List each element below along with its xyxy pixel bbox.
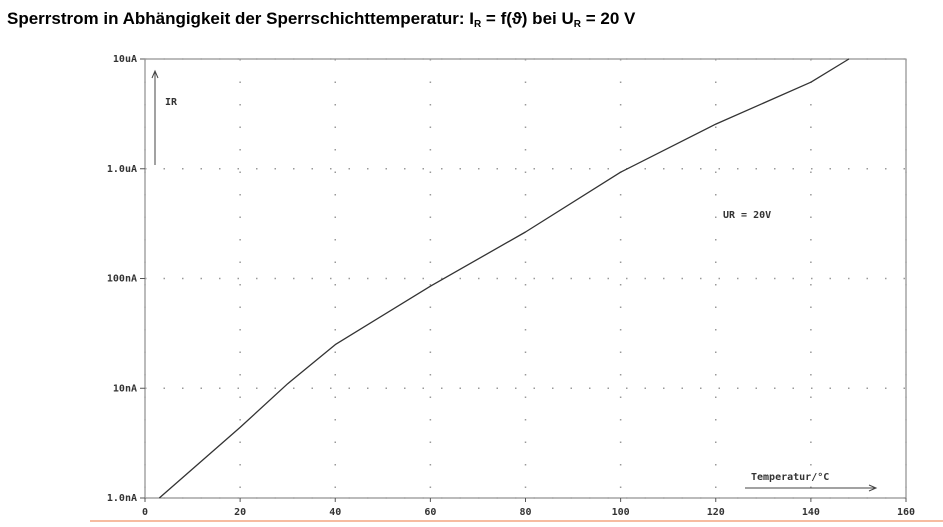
x-tick-label: 140 (802, 507, 820, 518)
x-axis-arrowhead (868, 484, 878, 492)
x-tick-label: 0 (142, 507, 148, 518)
y-axis-arrowhead (151, 69, 159, 79)
annotation: UR = 20V (723, 210, 771, 221)
x-tick-label: 40 (329, 507, 341, 518)
title-part: = f(ϑ) bei U (481, 9, 574, 28)
series-line (158, 58, 850, 499)
y-tick-label: 10uA (113, 54, 137, 65)
x-tick-label: 100 (612, 507, 630, 518)
x-tick-label: 120 (707, 507, 725, 518)
plot-frame (144, 58, 907, 499)
x-tick-label: 60 (424, 507, 436, 518)
y-tick-label: 100nA (107, 274, 137, 285)
y-tick-label: 1.0uA (107, 164, 137, 175)
title-part: Sperrstrom in Abhängigkeit der Sperrschi… (7, 9, 474, 28)
x-tick-label: 20 (234, 507, 246, 518)
y-axis-label: IR (165, 97, 178, 108)
y-tick-label: 1.0nA (107, 493, 137, 504)
title-part: R (474, 19, 482, 30)
title-part: R (574, 19, 582, 30)
chart-title: Sperrstrom in Abhängigkeit der Sperrschi… (7, 9, 636, 30)
x-tick-label: 160 (897, 507, 915, 518)
x-tick-label: 80 (519, 507, 531, 518)
title-part: = 20 V (581, 9, 636, 28)
x-axis-label: Temperatur/°C (751, 472, 829, 483)
y-tick-label: 10nA (113, 383, 137, 394)
